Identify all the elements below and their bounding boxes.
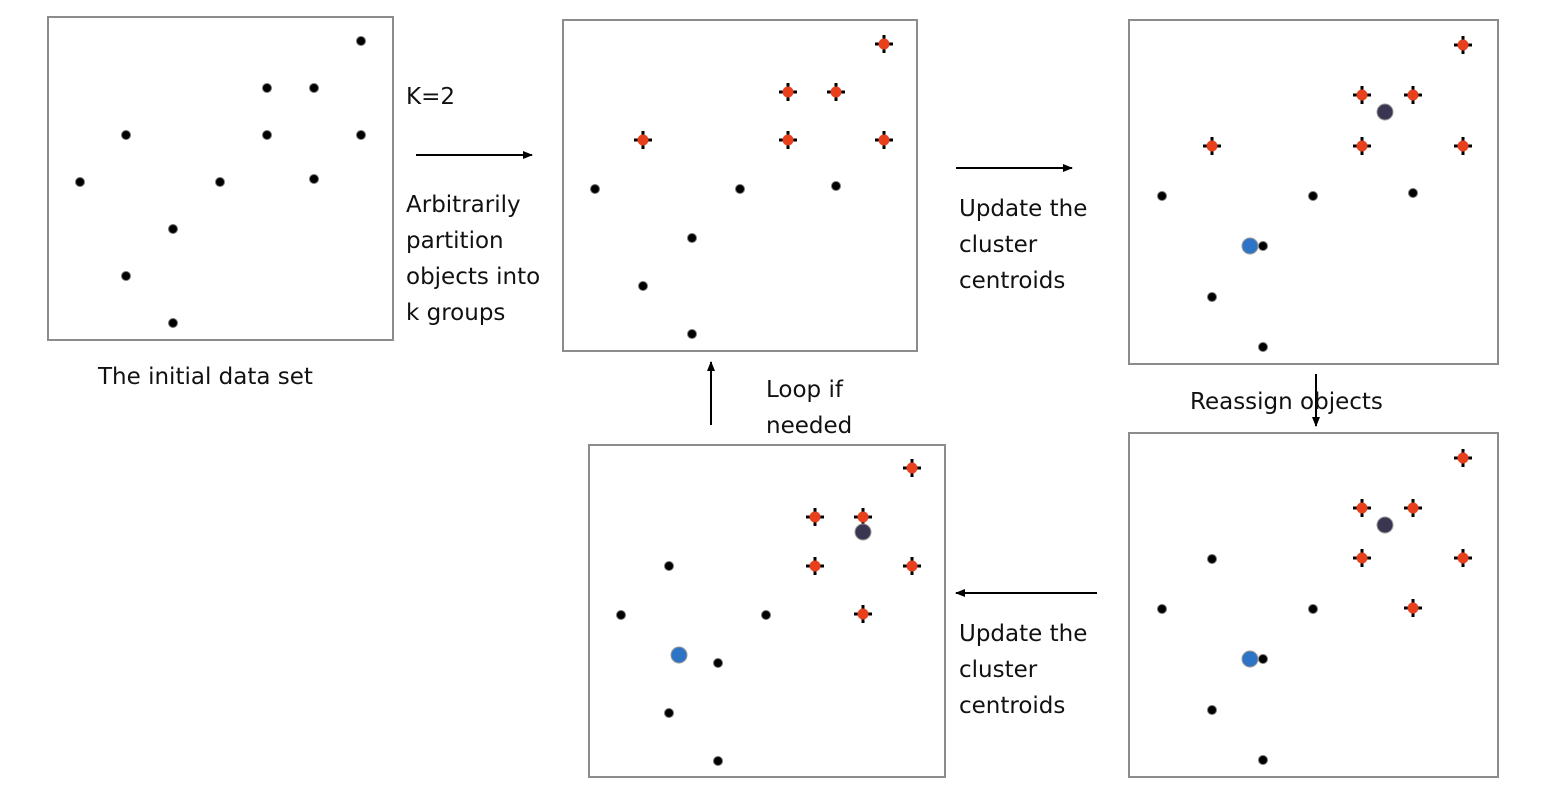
point-red xyxy=(809,511,821,523)
label-line: partition xyxy=(406,228,504,254)
point-red xyxy=(878,134,890,146)
label-line: needed xyxy=(766,413,852,439)
point-red xyxy=(1407,89,1419,101)
point xyxy=(687,233,697,243)
label-line: cluster xyxy=(959,232,1038,258)
point-red xyxy=(1457,552,1469,564)
point-red xyxy=(1356,502,1368,514)
point-red xyxy=(637,134,649,146)
point xyxy=(761,610,771,620)
point-red xyxy=(1356,140,1368,152)
centroid xyxy=(1241,650,1259,668)
point xyxy=(735,184,745,194)
point xyxy=(664,708,674,718)
label-line: centroids xyxy=(959,268,1065,294)
point xyxy=(1258,755,1268,765)
point-red xyxy=(1206,140,1218,152)
point xyxy=(831,181,841,191)
point xyxy=(356,36,366,46)
point xyxy=(168,224,178,234)
centroid xyxy=(1241,237,1259,255)
point xyxy=(1258,241,1268,251)
point xyxy=(664,561,674,571)
point xyxy=(1308,191,1318,201)
point-red xyxy=(906,560,918,572)
point xyxy=(638,281,648,291)
point xyxy=(713,756,723,766)
point-red xyxy=(1457,452,1469,464)
point xyxy=(168,318,178,328)
point-red xyxy=(1457,39,1469,51)
k-label: K=2 xyxy=(406,84,455,110)
point-red xyxy=(782,86,794,98)
point xyxy=(687,329,697,339)
point xyxy=(121,130,131,140)
point xyxy=(75,177,85,187)
centroid xyxy=(1376,103,1394,121)
point xyxy=(1157,604,1167,614)
point xyxy=(1157,191,1167,201)
point-red xyxy=(830,86,842,98)
point xyxy=(309,83,319,93)
label-line: cluster xyxy=(959,657,1038,683)
label-line: Update the xyxy=(959,196,1087,222)
point xyxy=(215,177,225,187)
point-red xyxy=(878,38,890,50)
point-red xyxy=(809,560,821,572)
point xyxy=(713,658,723,668)
centroid xyxy=(1376,516,1394,534)
point xyxy=(1207,705,1217,715)
point xyxy=(590,184,600,194)
point-red xyxy=(1407,602,1419,614)
point xyxy=(121,271,131,281)
point xyxy=(1207,292,1217,302)
centroid xyxy=(670,646,688,664)
point xyxy=(1258,342,1268,352)
point-red xyxy=(1356,89,1368,101)
point-red xyxy=(1356,552,1368,564)
point-red xyxy=(857,608,869,620)
centroid xyxy=(854,523,872,541)
label-line: Loop if xyxy=(766,377,844,403)
point xyxy=(262,83,272,93)
point-red xyxy=(906,462,918,474)
point xyxy=(1408,188,1418,198)
point xyxy=(309,174,319,184)
label-line: Arbitrarily xyxy=(406,192,521,218)
point xyxy=(1308,604,1318,614)
caption: The initial data set xyxy=(97,364,313,390)
point-red xyxy=(782,134,794,146)
point xyxy=(262,130,272,140)
reassign-label: Reassign objects xyxy=(1190,389,1383,415)
point xyxy=(616,610,626,620)
point xyxy=(1207,554,1217,564)
point xyxy=(1258,654,1268,664)
label-line: objects into xyxy=(406,264,540,290)
point xyxy=(356,130,366,140)
label-line: k groups xyxy=(406,300,505,326)
label-line: centroids xyxy=(959,693,1065,719)
point-red xyxy=(857,511,869,523)
point-red xyxy=(1407,502,1419,514)
label-line: Update the xyxy=(959,621,1087,647)
point-red xyxy=(1457,140,1469,152)
